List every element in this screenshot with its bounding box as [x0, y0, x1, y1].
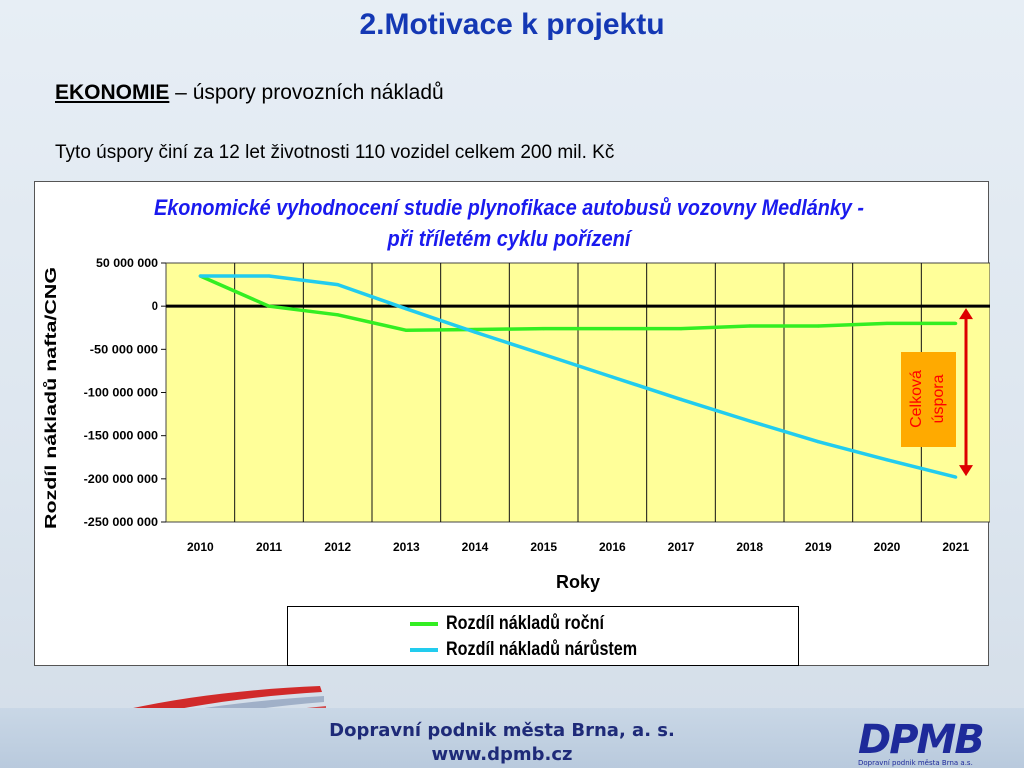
footer: Dopravní podnik města Brna, a. s. www.dp…: [0, 708, 1024, 768]
y-tick-label: -150 000 000: [84, 429, 159, 443]
data-point-annual: [954, 321, 958, 326]
savings-label-box: [901, 352, 956, 447]
y-axis-label: Rozdíl nákladů nafta/CNG: [43, 267, 60, 529]
data-point-cumulative: [198, 274, 202, 278]
data-point-annual: [404, 328, 408, 332]
y-tick-label: 0: [152, 299, 158, 313]
x-tick-label: 2016: [599, 540, 626, 554]
x-axis-label: Roky: [556, 572, 600, 592]
x-tick-label: 2020: [874, 540, 901, 554]
savings-label-line2: úspora: [930, 374, 947, 423]
savings-arrow-head-bottom: [959, 465, 973, 477]
data-point-cumulative: [816, 440, 820, 444]
savings-label-line1: Celková: [908, 370, 925, 428]
data-point-cumulative: [404, 307, 408, 311]
y-tick-label: -250 000 000: [84, 515, 159, 529]
data-point-cumulative: [748, 419, 752, 423]
data-point-annual: [610, 327, 614, 331]
x-tick-label: 2018: [736, 540, 763, 554]
data-point-annual: [336, 313, 340, 317]
line-chart: Ekonomické vyhodnocení studie plynofikac…: [43, 195, 990, 592]
legend-item-cumulative: Rozdíl nákladů nárůstem: [410, 639, 671, 661]
data-point-cumulative: [610, 375, 614, 379]
series-line-annual: [199, 274, 956, 333]
y-tick-label: -200 000 000: [84, 472, 159, 486]
legend-swatch-cumulative: [410, 648, 438, 652]
chart-container: Ekonomické vyhodnocení studie plynofikac…: [34, 181, 990, 666]
data-point-annual: [542, 327, 546, 331]
dpmb-logo-caption: Dopravní podnik města Brna a.s.: [858, 759, 973, 767]
x-tick-label: 2012: [324, 540, 351, 554]
subheading: EKONOMIE – úspory provozních nákladů: [55, 81, 444, 105]
x-tick-label: 2013: [393, 540, 420, 554]
series-line-cumulative: [200, 274, 957, 479]
data-point-cumulative: [336, 282, 340, 287]
data-point-cumulative: [954, 475, 958, 479]
data-point-cumulative: [267, 274, 271, 278]
savings-statement: Tyto úspory činí za 12 let životnosti 11…: [55, 142, 615, 163]
chart-legend: Rozdíl nákladů roční Rozdíl nákladů nárů…: [287, 606, 799, 666]
subheading-keyword: EKONOMIE: [55, 81, 170, 104]
footer-website: www.dpmb.cz: [431, 744, 573, 765]
data-point-cumulative: [885, 458, 889, 462]
data-point-annual: [679, 327, 683, 331]
data-point-annual: [267, 304, 271, 308]
data-point-cumulative: [679, 397, 683, 402]
chart-title-line2: při tříletém cyklu pořízení: [387, 226, 634, 251]
x-tick-label: 2011: [256, 540, 282, 554]
y-tick-label: -50 000 000: [90, 342, 159, 356]
subheading-text: – úspory provozních nákladů: [169, 81, 444, 104]
data-point-annual: [816, 324, 820, 328]
x-tick-label: 2010: [187, 540, 214, 554]
chart-title-line1: Ekonomické vyhodnocení studie plynofikac…: [154, 195, 864, 220]
y-tick-label: -100 000 000: [84, 386, 159, 400]
x-tick-label: 2021: [942, 540, 969, 554]
legend-label-annual: Rozdíl nákladů roční: [446, 613, 604, 634]
x-tick-label: 2017: [668, 540, 695, 554]
legend-label-cumulative: Rozdíl nákladů nárůstem: [446, 639, 638, 660]
data-point-annual: [885, 321, 889, 326]
y-tick-label: 50 000 000: [96, 256, 158, 270]
legend-item-annual: Rozdíl nákladů roční: [410, 613, 632, 635]
dpmb-logo: DPMB: [858, 717, 985, 763]
legend-swatch-annual: [410, 622, 438, 626]
savings-arrow-head-top: [959, 308, 973, 320]
slide-title: 2.Motivace k projektu: [359, 8, 665, 41]
data-point-cumulative: [473, 330, 477, 334]
x-tick-label: 2019: [805, 540, 832, 554]
footer-company-name: Dopravní podnik města Brna, a. s.: [329, 720, 675, 741]
data-point-annual: [748, 324, 752, 328]
x-tick-label: 2014: [462, 540, 489, 554]
data-point-cumulative: [542, 352, 546, 357]
x-tick-label: 2015: [530, 540, 557, 554]
